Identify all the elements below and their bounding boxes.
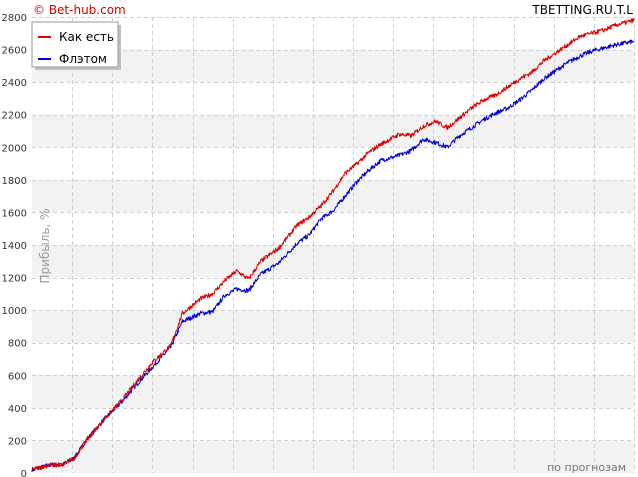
x-axis-label: по прогнозам [547, 461, 626, 474]
band-2 [32, 375, 634, 408]
y-tick-labels: 0 200 400 600 800 1000 1200 1400 1600 1800 2000 220… [2, 13, 27, 477]
y-tick-label: 1200 [2, 274, 27, 285]
band-10 [32, 114, 634, 148]
band-12 [32, 49, 634, 83]
source-label: © Bet-hub.com [33, 3, 126, 17]
series-lines [31, 18, 635, 473]
grid-lines [32, 17, 635, 473]
y-tick-label: 2200 [2, 111, 27, 122]
legend-label-kak-est: Как есть [59, 30, 114, 44]
y-tick-label: 1000 [2, 306, 27, 317]
y-tick-label: 2600 [2, 46, 27, 57]
band-4 [32, 310, 634, 343]
legend-label-flatom: Флэтом [59, 52, 107, 66]
y-tick-label: 600 [8, 371, 27, 382]
y-axis-label: Прибыль, % [38, 208, 52, 283]
series-line-0 [31, 18, 635, 471]
y-tick-label: 2000 [2, 143, 27, 154]
y-tick-label: 400 [8, 404, 27, 415]
y-tick-label: 2800 [2, 13, 27, 24]
band-6 [32, 245, 634, 278]
y-tick-label: 1800 [2, 176, 27, 187]
y-tick-label: 1400 [2, 241, 27, 252]
y-tick-label: 0 [21, 469, 27, 477]
y-tick-label: 2400 [2, 78, 27, 89]
band-8 [32, 179, 634, 213]
band-0 [32, 440, 634, 473]
model-label: TBETTING.RU.T.L [531, 3, 633, 17]
legend: Как есть Флэтом [31, 21, 121, 70]
y-tick-label: 1600 [2, 208, 27, 219]
y-tick-label: 800 [8, 339, 27, 350]
background-bands [32, 17, 634, 473]
y-tick-label: 200 [8, 436, 27, 447]
